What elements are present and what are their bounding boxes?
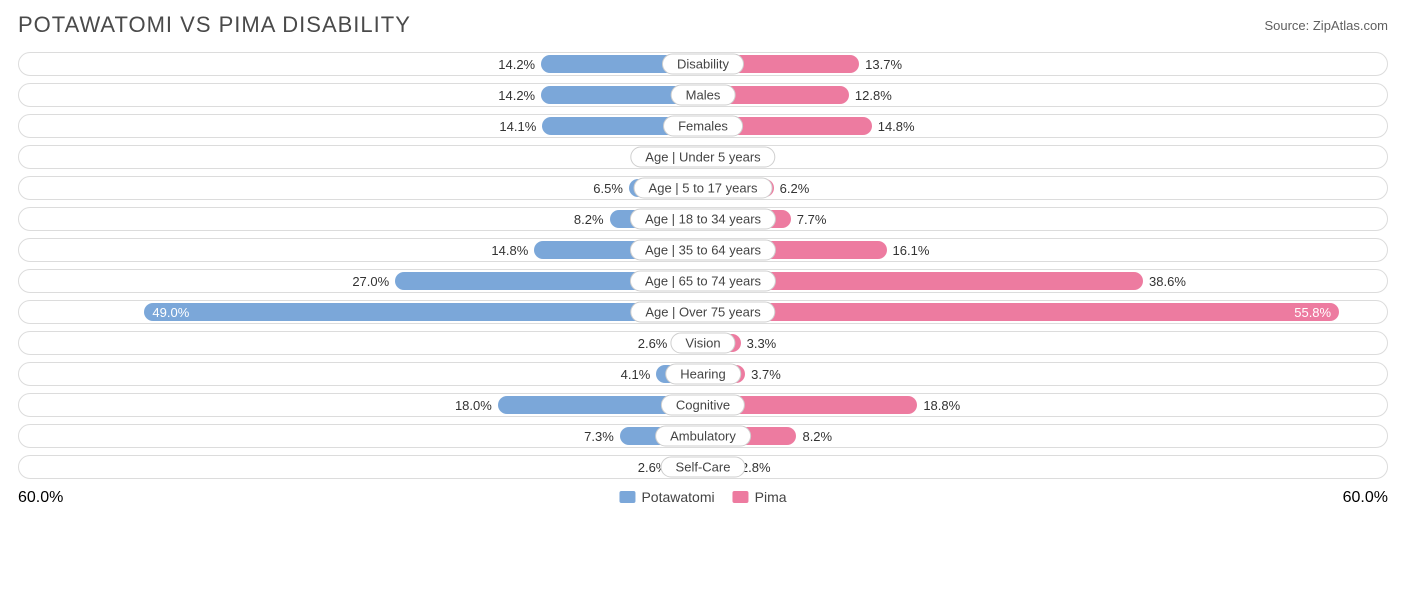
value-left: 8.2% (574, 212, 604, 227)
category-label: Age | Under 5 years (630, 147, 775, 168)
category-label: Age | 35 to 64 years (630, 240, 776, 261)
category-label: Disability (662, 54, 744, 75)
value-left: 6.5% (593, 181, 623, 196)
legend-swatch (733, 491, 749, 503)
chart-row: 4.1% 3.7% Hearing (18, 362, 1388, 386)
chart-row: 2.6%2.8%Self-Care (18, 455, 1388, 479)
legend-swatch (619, 491, 635, 503)
legend-label: Pima (755, 489, 787, 505)
value-right: 6.2% (780, 181, 810, 196)
chart-source: Source: ZipAtlas.com (1264, 18, 1388, 33)
value-right: 38.6% (1149, 274, 1186, 289)
axis-max-right: 60.0% (703, 489, 1388, 507)
value-right: 3.3% (747, 336, 777, 351)
axis-max-left: 60.0% (18, 489, 703, 507)
value-right: 7.7% (797, 212, 827, 227)
value-left: 18.0% (455, 398, 492, 413)
value-right: 12.8% (855, 88, 892, 103)
chart-row: 14.2% 12.8% Males (18, 83, 1388, 107)
chart-rows: 14.2% 13.7% Disability 14.2% 12.8% Males 14.1%… (18, 52, 1388, 479)
value-left: 2.6% (638, 336, 668, 351)
legend-label: Potawatomi (641, 489, 714, 505)
value-left: 14.8% (491, 243, 528, 258)
chart-row: 2.6% 3.3% Vision (18, 331, 1388, 355)
category-label: Age | 65 to 74 years (630, 271, 776, 292)
value-left: 4.1% (621, 367, 651, 382)
value-left: 49.0% (152, 305, 189, 320)
chart-row: 18.0% 18.8% Cognitive (18, 393, 1388, 417)
chart-row: 27.0% 38.6% Age | 65 to 74 years (18, 269, 1388, 293)
category-label: Females (663, 116, 743, 137)
category-label: Self-Care (661, 457, 746, 478)
category-label: Cognitive (661, 395, 745, 416)
value-left: 14.2% (498, 88, 535, 103)
value-right: 3.7% (751, 367, 781, 382)
category-label: Age | 5 to 17 years (634, 178, 773, 199)
chart-row: 14.1% 14.8% Females (18, 114, 1388, 138)
value-left: 14.1% (499, 119, 536, 134)
chart-row: 14.8% 16.1% Age | 35 to 64 years (18, 238, 1388, 262)
value-left: 7.3% (584, 429, 614, 444)
chart-row: 8.2% 7.7% Age | 18 to 34 years (18, 207, 1388, 231)
value-right: 18.8% (923, 398, 960, 413)
value-right: 8.2% (802, 429, 832, 444)
value-right: 14.8% (878, 119, 915, 134)
chart-row: 7.3% 8.2% Ambulatory (18, 424, 1388, 448)
value-left: 14.2% (498, 57, 535, 72)
category-label: Hearing (665, 364, 741, 385)
category-label: Ambulatory (655, 426, 751, 447)
bar-left: 49.0% (144, 303, 702, 321)
category-label: Males (671, 85, 736, 106)
category-label: Age | 18 to 34 years (630, 209, 776, 230)
value-left: 27.0% (352, 274, 389, 289)
chart-row: 6.5% 6.2% Age | 5 to 17 years (18, 176, 1388, 200)
legend-item: Pima (733, 489, 787, 505)
bar-right: 55.8% (704, 303, 1339, 321)
chart-row: 49.0% 55.8% Age | Over 75 years (18, 300, 1388, 324)
value-right: 13.7% (865, 57, 902, 72)
category-label: Vision (670, 333, 735, 354)
chart-row: 14.2% 13.7% Disability (18, 52, 1388, 76)
value-right: 16.1% (893, 243, 930, 258)
chart-footer: 60.0% Potawatomi Pima 60.0% (18, 489, 1388, 507)
legend: Potawatomi Pima (619, 489, 786, 505)
value-right: 55.8% (1294, 305, 1331, 320)
legend-item: Potawatomi (619, 489, 714, 505)
chart-header: POTAWATOMI VS PIMA DISABILITY Source: Zi… (18, 12, 1388, 38)
chart-row: 1.4%1.1%Age | Under 5 years (18, 145, 1388, 169)
category-label: Age | Over 75 years (630, 302, 775, 323)
chart-title: POTAWATOMI VS PIMA DISABILITY (18, 12, 411, 38)
